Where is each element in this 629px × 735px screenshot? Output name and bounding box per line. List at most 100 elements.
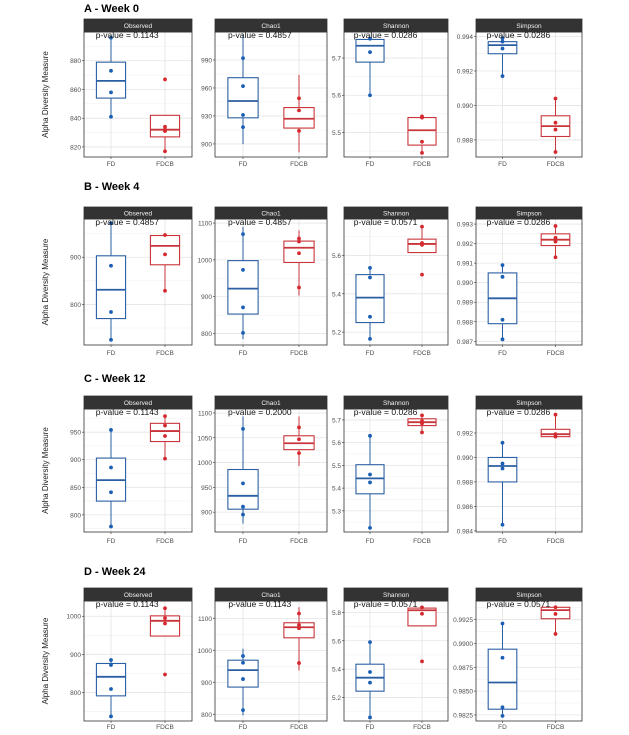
row-title: A - Week 0 [84, 3, 139, 15]
facet-strip [214, 18, 328, 33]
data-point [297, 661, 301, 665]
data-point [297, 437, 301, 442]
x-tick-label: FD [239, 350, 248, 357]
y-tick-label: 0.992 [457, 430, 474, 437]
facet-label: Observed [124, 592, 153, 599]
x-tick-label: FD [366, 161, 375, 168]
y-tick-label: 1100 [198, 616, 212, 623]
x-tick-label: FD [239, 161, 248, 168]
data-point [109, 35, 113, 40]
y-tick-label: 0.988 [457, 319, 474, 326]
y-tick-label: 800 [70, 302, 81, 309]
facet-strip [83, 587, 193, 602]
data-point [368, 36, 372, 41]
y-tick-label: 5.5 [332, 463, 341, 470]
y-tick-label: 5.6 [332, 253, 341, 260]
data-point [297, 108, 301, 113]
data-point [420, 115, 424, 120]
x-tick-label: FD [366, 350, 375, 357]
x-tick-label: FD [107, 724, 116, 730]
data-point [297, 128, 301, 133]
x-tick-label: FDCB [413, 724, 431, 730]
y-tick-label: 900 [70, 652, 81, 659]
box-fd [227, 77, 259, 119]
facet-strip [83, 395, 193, 410]
data-point [109, 114, 113, 119]
y-tick-label: 900 [70, 457, 81, 464]
facet-label: Simpson [516, 400, 542, 407]
row-title: D - Week 24 [84, 566, 146, 578]
y-tick-label: 5.7 [332, 417, 341, 424]
x-tick-label: FDCB [413, 161, 431, 168]
y-tick-label: 0.989 [457, 300, 474, 307]
y-tick-label: 0.990 [457, 455, 474, 462]
x-tick-label: FD [107, 350, 116, 357]
data-point [500, 74, 505, 79]
y-tick-label: 880 [70, 58, 81, 65]
data-point [297, 425, 301, 430]
x-tick-label: FDCB [156, 538, 174, 545]
data-point [500, 655, 505, 660]
data-point [241, 113, 245, 117]
facet-strip [343, 206, 449, 220]
data-point [500, 317, 505, 322]
y-tick-label: 0.986 [457, 504, 474, 511]
data-point [297, 623, 301, 627]
p-value-label: p-value = 0.4857 [228, 217, 292, 227]
box-fdcb [149, 422, 181, 443]
data-point [163, 621, 167, 626]
y-tick-label: 950 [201, 485, 212, 492]
x-tick-label: FD [498, 538, 507, 545]
row-title: B - Week 4 [84, 181, 140, 193]
y-tick-label: 900 [70, 255, 81, 262]
y-tick-label: 0.9900 [453, 641, 473, 648]
y-tick-label: 0.9925 [453, 617, 473, 624]
data-point [500, 522, 505, 527]
x-tick-label: FD [107, 161, 116, 168]
x-tick-label: FD [498, 161, 507, 168]
data-point [163, 456, 167, 461]
data-point [500, 263, 505, 268]
p-value-label: p-value = 0.1143 [96, 599, 159, 609]
data-point [163, 672, 167, 677]
facet-strip [83, 18, 193, 33]
x-tick-label: FDCB [547, 161, 565, 168]
facet-label: Observed [124, 400, 153, 407]
y-tick-label: 1000 [67, 614, 82, 621]
y-axis-label: Alpha Diversity Measure [41, 238, 50, 325]
facet-label: Simpson [516, 211, 542, 218]
data-point [420, 430, 424, 435]
x-tick-label: FDCB [290, 724, 308, 730]
data-point [109, 714, 113, 719]
data-point [109, 490, 113, 495]
y-tick-label: 0.990 [457, 280, 474, 287]
y-tick-label: 0.9875 [453, 665, 473, 672]
y-tick-label: 860 [70, 87, 81, 94]
facet-label: Chao1 [261, 400, 281, 407]
y-tick-label: 0.9850 [453, 689, 473, 696]
data-point [163, 606, 167, 611]
y-tick-label: 5.6 [332, 440, 341, 447]
data-point [553, 239, 558, 244]
data-point [109, 524, 113, 529]
data-point [109, 465, 113, 470]
y-tick-label: 0.988 [457, 479, 474, 486]
y-tick-label: 0.984 [457, 528, 474, 535]
y-tick-label: 900 [201, 294, 212, 301]
data-point [241, 504, 245, 509]
data-point [553, 127, 558, 132]
data-point [368, 93, 372, 98]
x-tick-label: FDCB [156, 161, 174, 168]
data-point [241, 305, 245, 310]
facet-label: Simpson [516, 23, 542, 30]
y-tick-label: 800 [70, 512, 81, 519]
x-tick-label: FDCB [156, 350, 174, 357]
y-axis-label: Alpha Diversity Measure [41, 51, 50, 138]
x-tick-label: FDCB [290, 538, 308, 545]
y-tick-label: 850 [70, 485, 81, 492]
data-point [163, 124, 167, 129]
p-value-label: p-value = 0.4857 [228, 30, 292, 40]
